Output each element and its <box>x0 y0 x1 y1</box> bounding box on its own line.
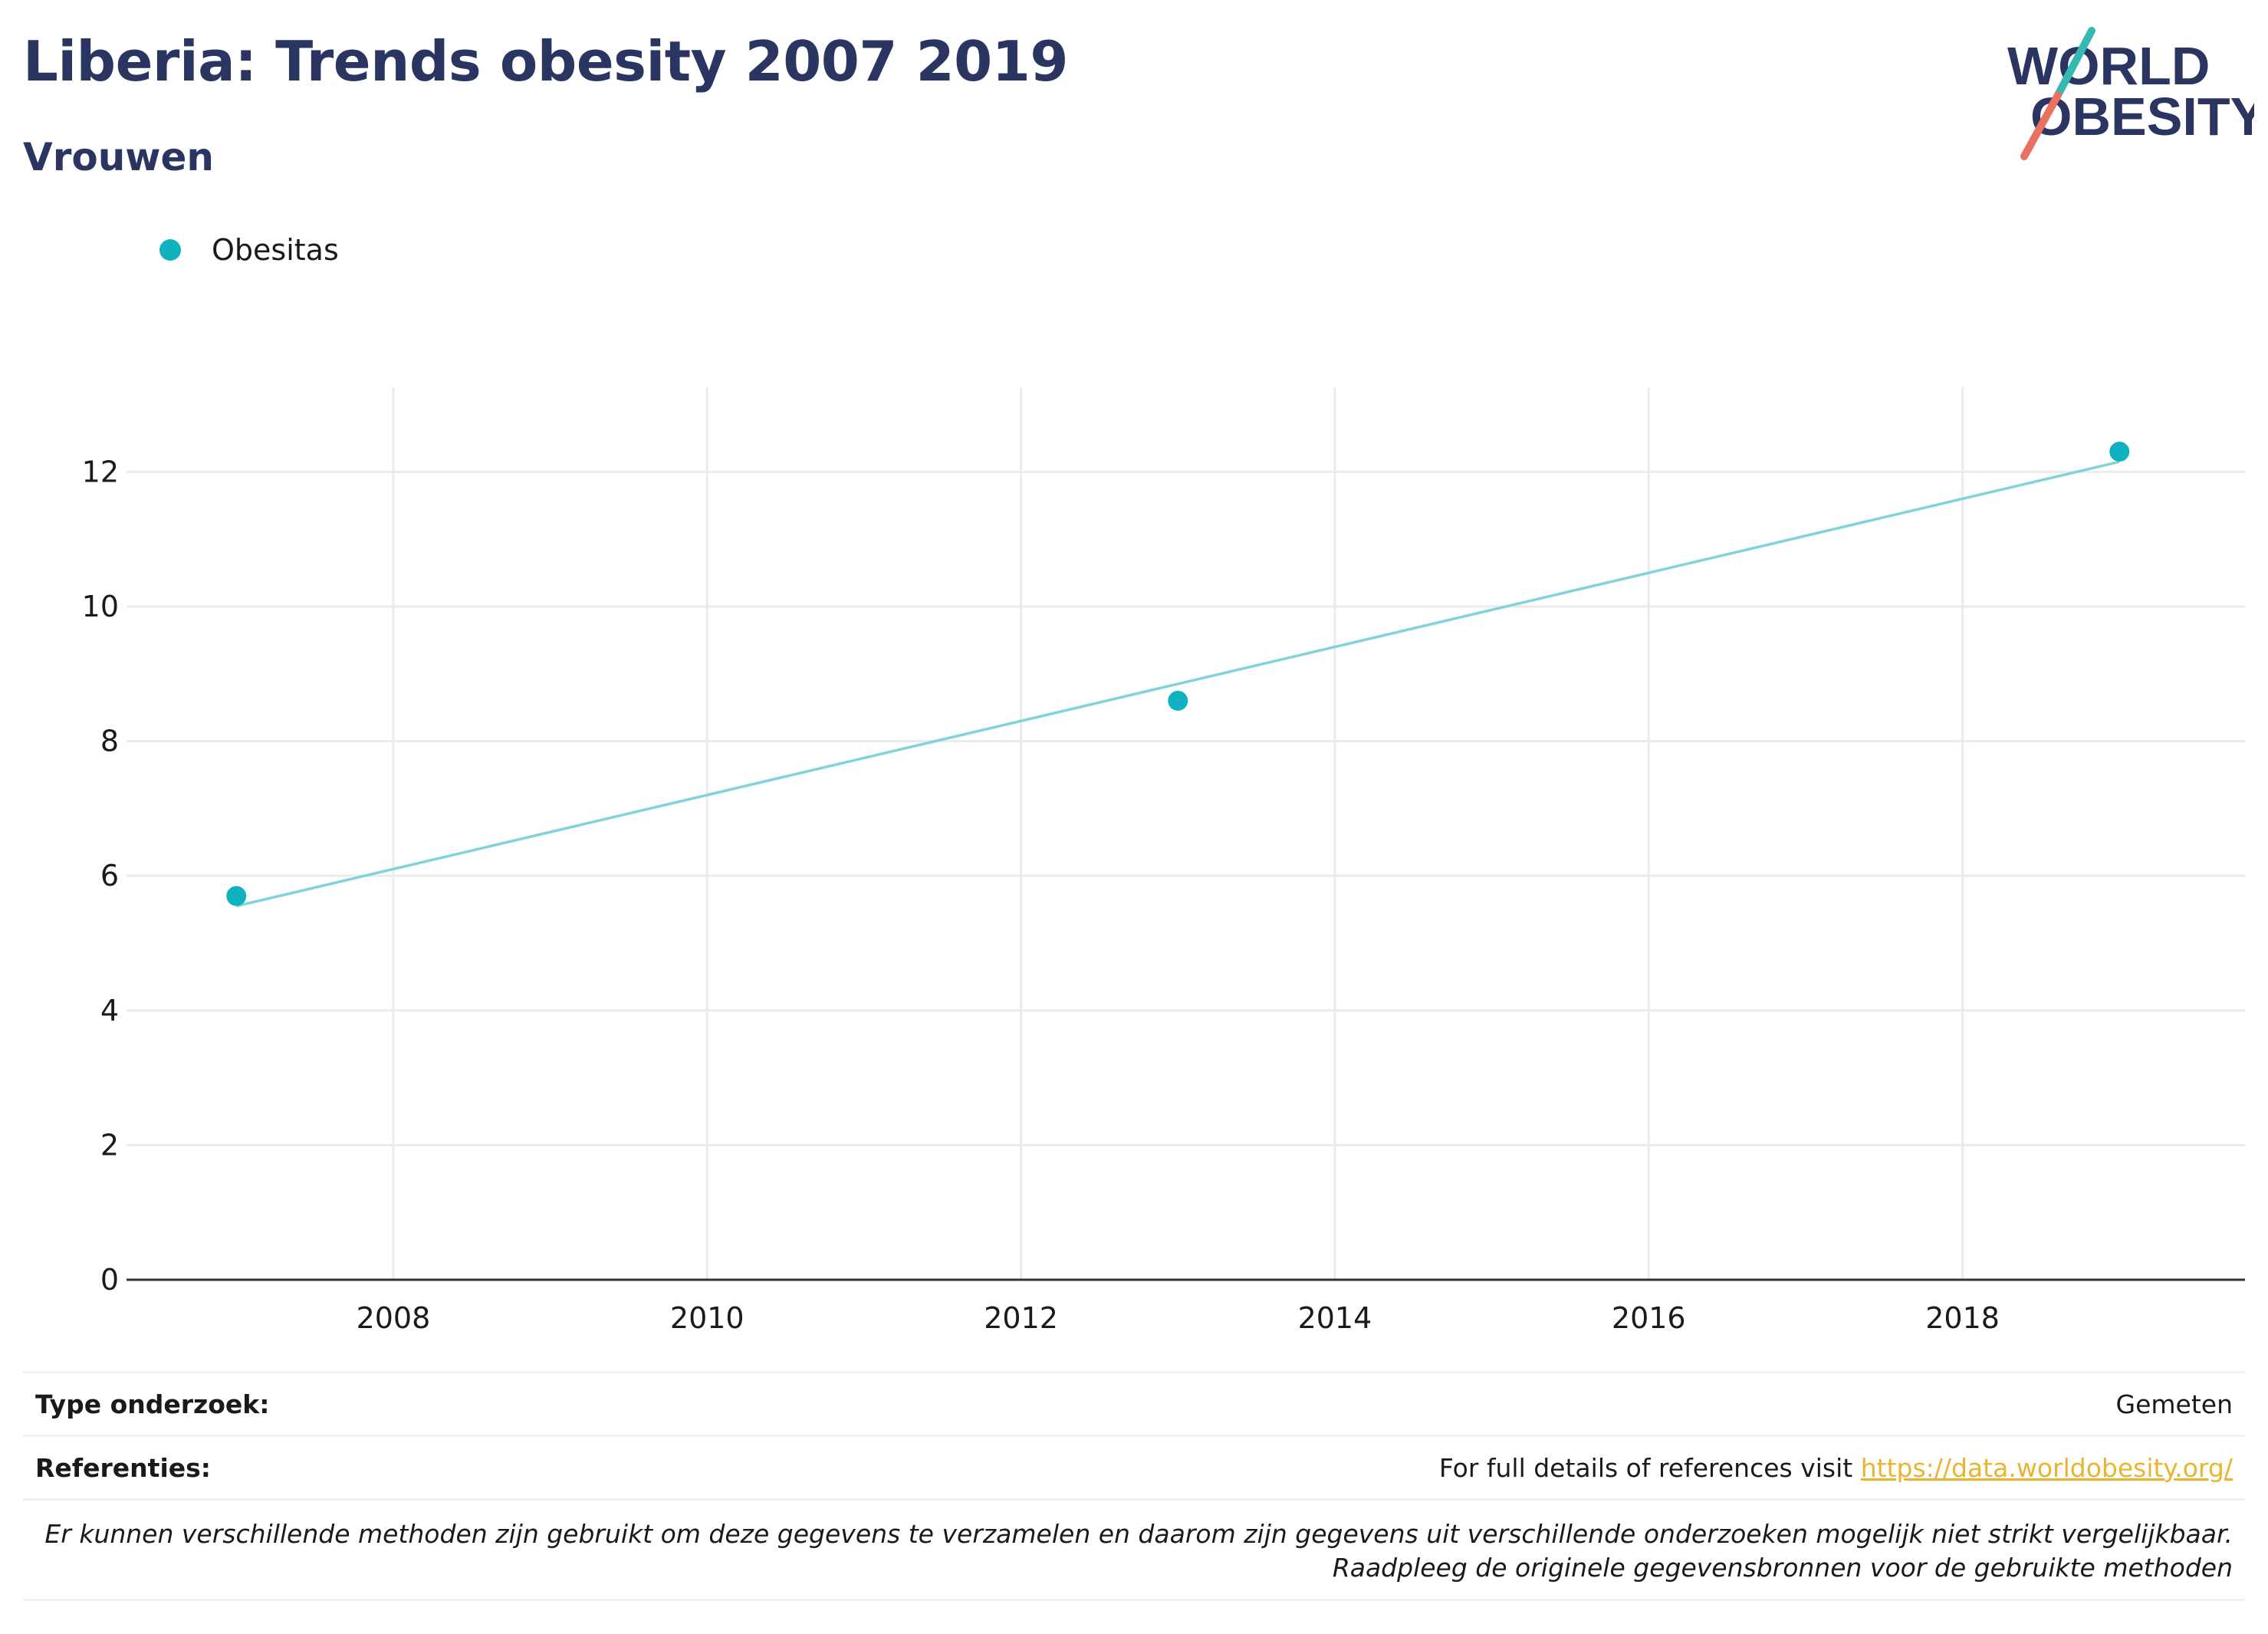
legend-marker-icon <box>159 239 181 261</box>
y-tick-label: 12 <box>82 455 119 488</box>
data-point <box>226 886 247 906</box>
chart-subtitle: Vrouwen <box>23 135 214 179</box>
references-text: For full details of references visit <box>1438 1452 1861 1483</box>
footer-row-references: Referenties: For full details of referen… <box>23 1435 2245 1498</box>
data-point <box>2109 442 2130 462</box>
footer-table: Type onderzoek: Gemeten Referenties: For… <box>23 1371 2245 1601</box>
footer-row-type: Type onderzoek: Gemeten <box>23 1371 2245 1435</box>
x-tick-label: 2016 <box>1612 1301 1686 1334</box>
y-tick-label: 2 <box>100 1128 119 1162</box>
x-tick-label: 2018 <box>1925 1301 2000 1334</box>
y-tick-label: 10 <box>82 590 119 623</box>
logo-text-world: WORLD <box>2007 36 2210 96</box>
y-tick-label: 6 <box>100 859 119 893</box>
trend-line <box>235 460 2120 908</box>
world-obesity-logo: WORLD OBESITY <box>1994 21 2266 163</box>
chart-plot: 2008 2010 2012 2014 2016 2018 0 2 4 6 8 10 12 <box>82 387 2245 1334</box>
references-link[interactable]: https://data.worldobesity.org/ <box>1860 1452 2233 1483</box>
y-tick-label: 4 <box>100 994 119 1027</box>
references-value: For full details of references visit htt… <box>1439 1453 2233 1483</box>
type-label: Type onderzoek: <box>35 1389 270 1419</box>
references-label: Referenties: <box>35 1452 211 1483</box>
x-tick-label: 2014 <box>1298 1301 1372 1334</box>
chart-title: Liberia: Trends obesity 2007 2019 <box>23 29 1068 94</box>
methodology-note: Er kunnen verschillende methoden zijn ge… <box>23 1498 2245 1601</box>
y-tick-label: 8 <box>100 725 119 758</box>
x-tick-label: 2008 <box>357 1301 431 1334</box>
logo-text-obesity: OBESITY <box>2030 87 2254 146</box>
x-tick-label: 2010 <box>670 1301 744 1334</box>
legend[interactable]: Obesitas <box>159 228 339 271</box>
type-value: Gemeten <box>2115 1389 2233 1419</box>
data-point <box>1168 690 1188 711</box>
x-tick-label: 2012 <box>984 1301 1058 1334</box>
y-tick-label: 0 <box>100 1263 119 1297</box>
legend-label: Obesitas <box>212 233 339 267</box>
